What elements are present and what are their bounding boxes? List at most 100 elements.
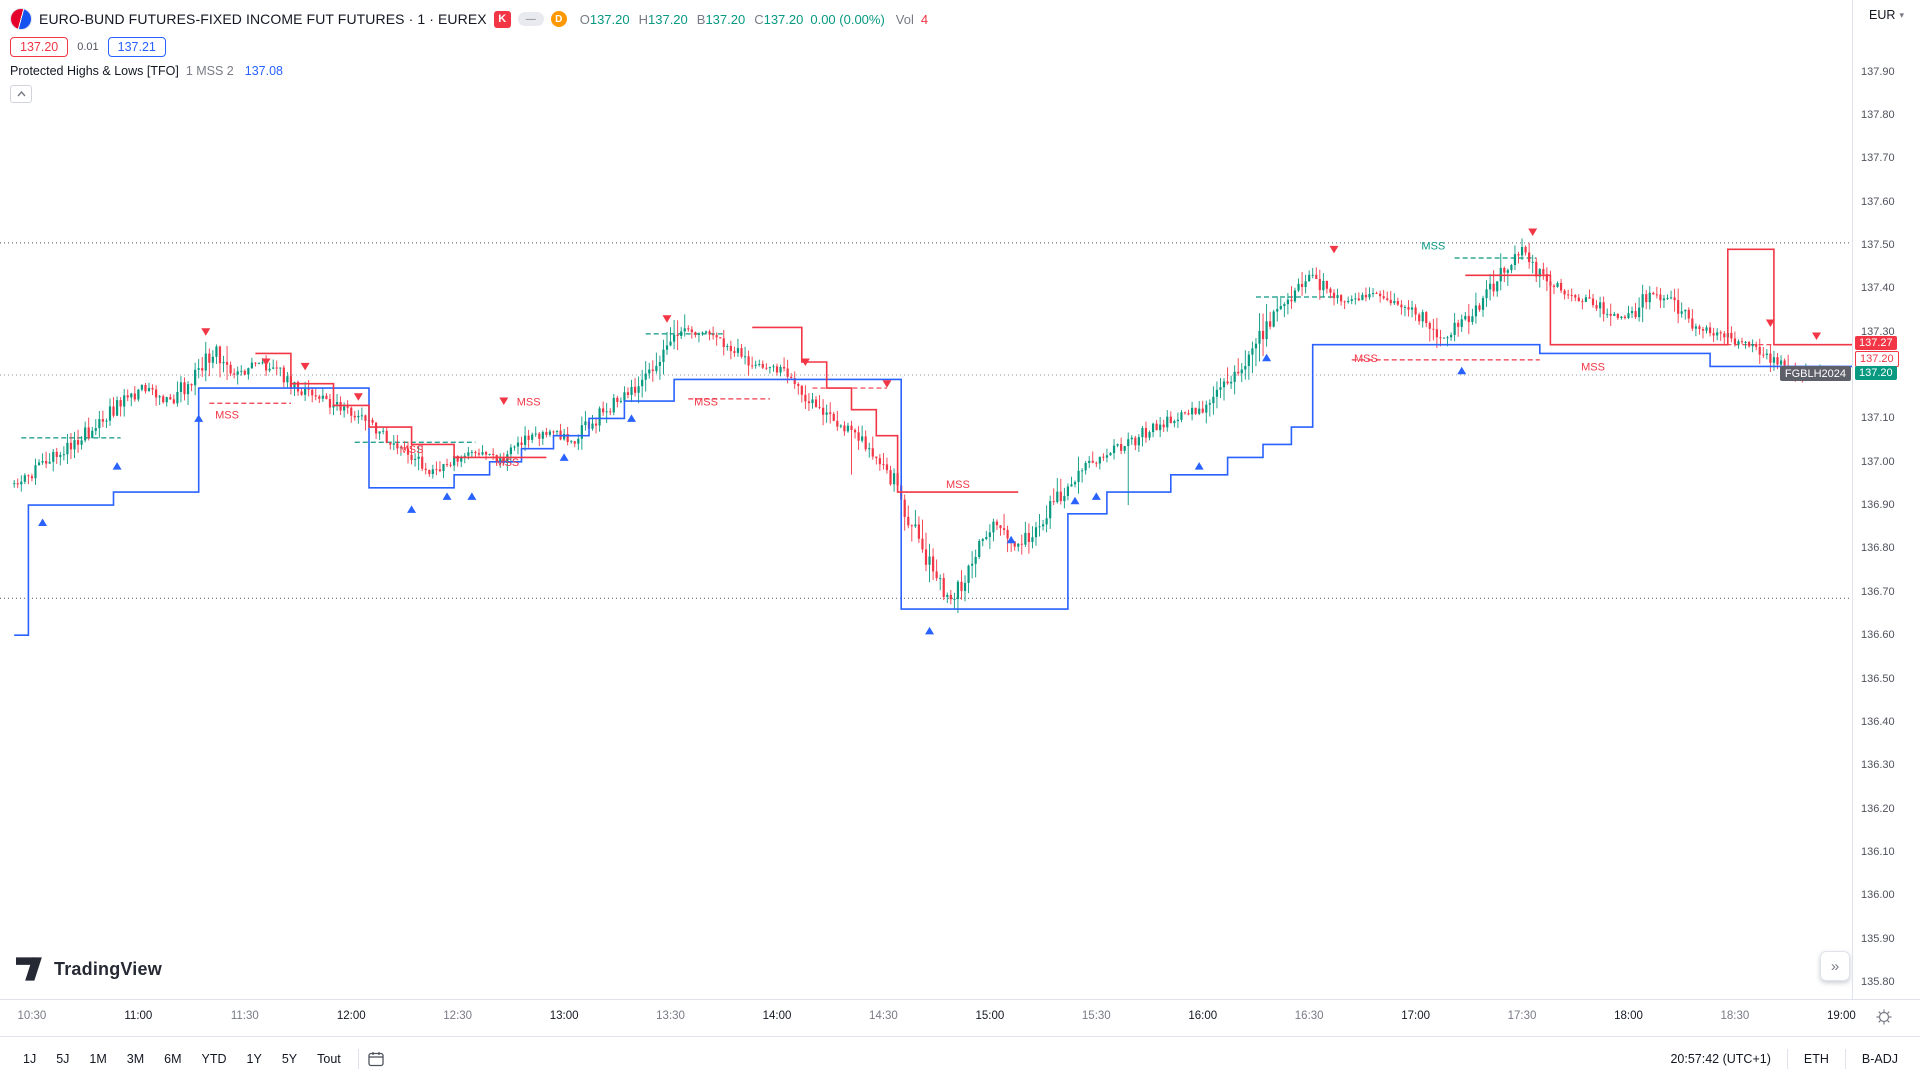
range-button-5j[interactable]: 5J xyxy=(47,1047,78,1071)
ohlc-item: H137.20 xyxy=(638,11,688,27)
symbol-logo xyxy=(10,8,32,30)
indicator-value: 137.08 xyxy=(244,64,283,78)
mss-label: MSS xyxy=(1581,362,1605,374)
time-tick-label: 14:30 xyxy=(869,1010,898,1022)
range-button-1m[interactable]: 1M xyxy=(80,1047,115,1071)
session-eth-button[interactable]: ETH xyxy=(1796,1048,1837,1070)
bottom-toolbar: 1J 5J 1M 3M 6M YTD 1Y 5Y Tout 20:57:42 (UTC+1) E… xyxy=(0,1036,1920,1080)
currency-label: EUR xyxy=(1869,8,1896,22)
back-adjustment-button[interactable]: B-ADJ xyxy=(1854,1048,1906,1070)
price-tick-label: 137.50 xyxy=(1861,239,1895,251)
lazy-load-pill-icon: — xyxy=(517,12,544,26)
change-value: 0.00 (0.00%) xyxy=(810,11,885,27)
ohlc-item: B137.20 xyxy=(696,11,746,27)
exchange-badge: K xyxy=(493,10,511,28)
time-tick-label: 19:00 xyxy=(1826,1010,1856,1022)
time-tick-label: 12:30 xyxy=(443,1010,473,1022)
price-tick-label: 136.20 xyxy=(1861,802,1895,815)
candlestick-chart[interactable]: MSS MSS MSS MSS MSS MSS MSS MSS MSS xyxy=(0,0,1852,999)
range-button-6m[interactable]: 6M xyxy=(155,1047,190,1071)
legend-controls-row xyxy=(10,85,928,103)
symbol-title[interactable]: EURO-BUND FUTURES-FIXED INCOME FUT FUTUR… xyxy=(39,11,487,27)
delayed-data-badge[interactable]: D xyxy=(550,11,567,27)
indicator-name[interactable]: Protected Highs & Lows [TFO] xyxy=(10,64,179,78)
volume-label: Vol xyxy=(895,11,914,27)
toolbar-divider xyxy=(357,1048,359,1069)
indicator-row: Protected Highs & Lows [TFO] 1 MSS 2 137… xyxy=(10,64,928,78)
axis-settings-gear-icon[interactable] xyxy=(1876,1009,1892,1025)
calendar-icon xyxy=(368,1051,384,1066)
tradingview-watermark: TradingView xyxy=(16,957,162,981)
price-tick-label: 136.10 xyxy=(1861,845,1895,858)
toolbar-right-group: 20:57:42 (UTC+1) ETH B-ADJ xyxy=(1662,1048,1906,1070)
clock-display[interactable]: 20:57:42 (UTC+1) xyxy=(1662,1048,1778,1070)
price-tick-label: 136.80 xyxy=(1861,542,1895,555)
time-tick-label: 16:00 xyxy=(1188,1010,1218,1022)
buy-price-button[interactable]: 137.21 xyxy=(107,37,166,57)
contract-label: FGBLH2024 xyxy=(1779,366,1851,382)
price-tick-label: 137.30 xyxy=(1861,325,1895,338)
spread-value: 0.01 xyxy=(77,41,99,53)
mss-label: MSS xyxy=(495,457,519,469)
time-tick-label: 16:30 xyxy=(1294,1010,1324,1022)
legend-collapse-button[interactable] xyxy=(10,85,32,103)
chart-legend: EURO-BUND FUTURES-FIXED INCOME FUT FUTUR… xyxy=(10,8,928,110)
mss-label: MSS xyxy=(1421,240,1445,252)
line-price-tag: 137.27 xyxy=(1855,335,1897,350)
symbol-row: EURO-BUND FUTURES-FIXED INCOME FUT FUTUR… xyxy=(10,8,928,30)
price-tick-label: 135.80 xyxy=(1861,975,1895,988)
indicator-params: 1 MSS 2 xyxy=(185,64,234,78)
go-to-date-button[interactable] xyxy=(367,1050,385,1068)
time-tick-label: 15:30 xyxy=(1081,1010,1111,1022)
price-tick-label: 136.00 xyxy=(1861,889,1895,902)
order-price-tag[interactable]: 137.20 xyxy=(1855,350,1899,367)
ohlc-item: O137.20 xyxy=(579,11,630,27)
time-tick-label: 15:00 xyxy=(975,1010,1005,1022)
currency-selector[interactable]: EUR ▾ xyxy=(1853,8,1920,22)
price-tick-label: 136.40 xyxy=(1861,715,1895,728)
date-range-buttons: 1J 5J 1M 3M 6M YTD 1Y 5Y Tout xyxy=(14,1047,350,1071)
mss-label: MSS xyxy=(1354,353,1378,365)
range-button-5y[interactable]: 5Y xyxy=(273,1047,306,1071)
chevron-up-icon xyxy=(16,91,26,97)
range-button-3m[interactable]: 3M xyxy=(118,1047,153,1071)
time-tick-label: 17:00 xyxy=(1401,1010,1430,1022)
toolbar-divider xyxy=(1786,1048,1788,1069)
time-tick-label: 11:00 xyxy=(124,1010,153,1022)
price-tick-label: 136.60 xyxy=(1861,629,1895,642)
price-axis[interactable]: EUR ▾ 137.90 137.80 137.70 137.60 137.50 137.… xyxy=(1852,0,1920,999)
caret-down-icon: ▾ xyxy=(1899,9,1904,20)
price-tick-label: 137.80 xyxy=(1861,108,1895,121)
time-tick-label: 11:30 xyxy=(230,1010,259,1022)
price-tick-label: 136.70 xyxy=(1861,585,1895,598)
mss-label: MSS xyxy=(517,396,541,408)
mss-label: MSS xyxy=(400,444,424,456)
price-tick-label: 136.50 xyxy=(1861,672,1895,685)
line-price-tag: 137.20 xyxy=(1855,366,1897,381)
time-tick-label: 13:30 xyxy=(656,1010,685,1022)
price-tick-label: 137.10 xyxy=(1861,412,1895,425)
price-tick-label: 137.00 xyxy=(1861,455,1895,468)
time-tick-label: 17:30 xyxy=(1507,1010,1537,1022)
mss-label: MSS xyxy=(215,409,239,421)
tradingview-logo-text: TradingView xyxy=(54,958,162,979)
range-button-1y[interactable]: 1Y xyxy=(238,1047,271,1071)
time-tick-label: 14:00 xyxy=(762,1010,792,1022)
time-tick-label: 10:30 xyxy=(17,1010,47,1022)
range-button-1j[interactable]: 1J xyxy=(14,1047,45,1071)
mss-label: MSS xyxy=(946,479,970,491)
time-tick-label: 18:30 xyxy=(1720,1010,1750,1022)
ohlc-values: O137.20 H137.20 B137.20 C137.20 xyxy=(580,12,804,27)
time-tick-label: 13:00 xyxy=(549,1010,579,1022)
chart-canvas[interactable]: MSS MSS MSS MSS MSS MSS MSS MSS MSS EURO-BUND FU… xyxy=(0,0,1852,999)
tradingview-logo-icon xyxy=(16,957,42,981)
time-axis[interactable]: 10:30 11:00 11:30 12:00 12:30 13:00 13:30 14:00… xyxy=(0,999,1920,1036)
range-button-ytd[interactable]: YTD xyxy=(193,1047,236,1071)
trade-row: 137.20 0.01 137.21 xyxy=(10,37,928,57)
sell-price-button[interactable]: 137.20 xyxy=(10,37,69,57)
range-button-tout[interactable]: Tout xyxy=(308,1047,350,1071)
scroll-to-realtime-button[interactable]: » xyxy=(1820,951,1850,981)
price-tick-label: 137.40 xyxy=(1861,282,1895,295)
price-tick-label: 136.90 xyxy=(1861,499,1895,512)
